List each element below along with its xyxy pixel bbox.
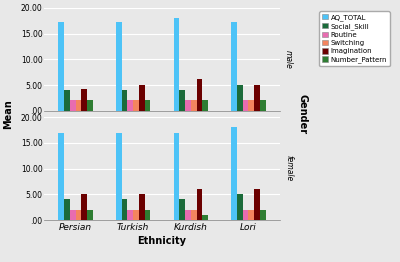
- Bar: [237, 85, 242, 111]
- Bar: [185, 100, 191, 111]
- Bar: [231, 127, 237, 220]
- Bar: [116, 22, 122, 111]
- Bar: [185, 210, 191, 220]
- Bar: [196, 189, 202, 220]
- Text: female: female: [284, 155, 293, 182]
- Bar: [260, 100, 266, 111]
- Bar: [174, 133, 179, 220]
- X-axis label: Ethnicity: Ethnicity: [138, 236, 186, 246]
- Bar: [70, 100, 76, 111]
- Bar: [260, 210, 266, 220]
- Bar: [139, 194, 145, 220]
- Bar: [179, 90, 185, 111]
- Bar: [202, 215, 208, 220]
- Bar: [58, 22, 64, 111]
- Legend: AQ_TOTAL, Social_Skill, Routine, Switching, Imagination, Number_Pattern: AQ_TOTAL, Social_Skill, Routine, Switchi…: [320, 11, 390, 66]
- Bar: [248, 100, 254, 111]
- Bar: [248, 210, 254, 220]
- Bar: [116, 133, 122, 220]
- Bar: [128, 100, 133, 111]
- Text: Gender: Gender: [297, 94, 307, 134]
- Bar: [122, 90, 128, 111]
- Bar: [122, 199, 128, 220]
- Bar: [174, 18, 179, 111]
- Bar: [254, 189, 260, 220]
- Bar: [133, 100, 139, 111]
- Bar: [82, 89, 87, 111]
- Bar: [242, 100, 248, 111]
- Bar: [242, 210, 248, 220]
- Bar: [254, 85, 260, 111]
- Bar: [179, 199, 185, 220]
- Bar: [87, 210, 93, 220]
- Bar: [139, 85, 145, 111]
- Bar: [145, 100, 150, 111]
- Bar: [64, 90, 70, 111]
- Bar: [128, 210, 133, 220]
- Text: male: male: [284, 50, 293, 69]
- Bar: [202, 100, 208, 111]
- Bar: [76, 100, 82, 111]
- Bar: [58, 133, 64, 220]
- Bar: [145, 210, 150, 220]
- Bar: [191, 210, 196, 220]
- Bar: [231, 22, 237, 111]
- Bar: [82, 194, 87, 220]
- Text: Mean: Mean: [3, 99, 13, 129]
- Bar: [191, 100, 196, 111]
- Bar: [76, 210, 82, 220]
- Bar: [64, 199, 70, 220]
- Bar: [87, 100, 93, 111]
- Bar: [196, 79, 202, 111]
- Bar: [237, 194, 242, 220]
- Bar: [70, 210, 76, 220]
- Bar: [133, 210, 139, 220]
